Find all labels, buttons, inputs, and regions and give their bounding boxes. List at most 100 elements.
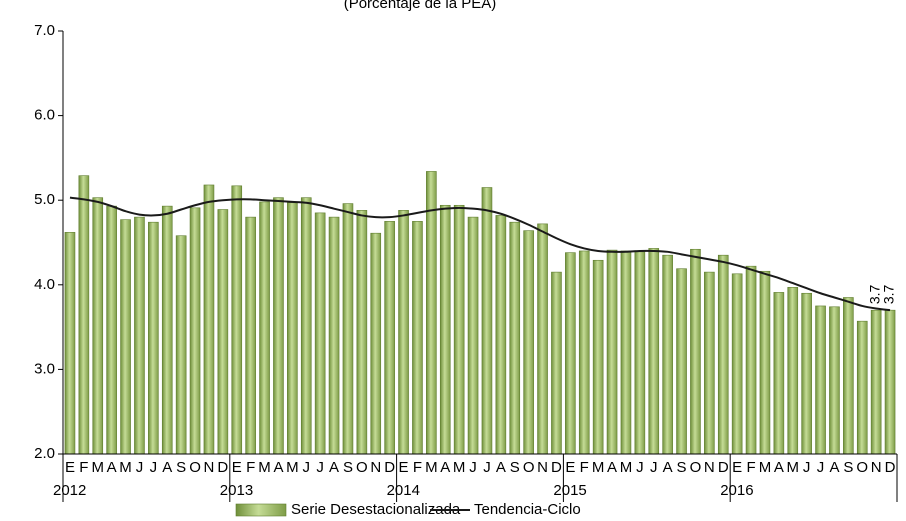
y-tick-label: 6.0 — [34, 107, 55, 124]
bar — [509, 221, 521, 455]
x-tick-label: E — [232, 459, 242, 476]
bar — [398, 210, 409, 455]
x-tick-label: A — [829, 459, 839, 476]
x-tick-label: S — [843, 459, 853, 476]
chart-title: (Porcentaje de la PEA) — [344, 0, 497, 12]
x-tick-label: M — [286, 459, 299, 476]
bar — [92, 197, 104, 455]
x-tick-label: N — [871, 459, 882, 476]
bar — [884, 309, 896, 455]
x-tick-label: F — [746, 459, 755, 476]
x-tick-label: E — [65, 459, 75, 476]
bar — [829, 306, 840, 455]
bar — [300, 197, 312, 455]
bar — [231, 185, 243, 455]
bar — [217, 209, 229, 455]
bar — [273, 197, 284, 455]
bar — [64, 232, 76, 455]
x-tick-label: F — [246, 459, 255, 476]
x-tick-label: A — [774, 459, 784, 476]
bar — [175, 235, 187, 455]
bar — [870, 309, 882, 455]
y-tick-label: 5.0 — [34, 191, 55, 208]
bar — [314, 212, 326, 455]
bar — [439, 204, 451, 455]
x-tick-label: D — [718, 459, 729, 476]
x-tick-label: J — [636, 459, 644, 476]
y-tick-label: 3.0 — [34, 360, 55, 377]
x-tick-label: J — [316, 459, 324, 476]
bar — [787, 287, 799, 455]
bar — [578, 250, 590, 455]
bar — [78, 175, 90, 455]
bar — [717, 254, 729, 455]
x-tick-label: D — [217, 459, 228, 476]
x-tick-label: M — [119, 459, 132, 476]
x-tick-label: D — [551, 459, 562, 476]
x-tick-label: J — [469, 459, 477, 476]
bar — [801, 292, 812, 455]
bar — [453, 204, 465, 455]
trend-line — [69, 196, 891, 312]
x-tick-label: A — [607, 459, 617, 476]
x-tick-label: A — [663, 459, 673, 476]
x-tick-label: D — [384, 459, 395, 476]
bar — [356, 210, 368, 455]
bar — [342, 203, 354, 455]
year-label: 2012 — [53, 482, 86, 499]
data-label: 3.7 — [867, 285, 883, 305]
bar — [592, 259, 604, 455]
bar — [537, 223, 548, 455]
x-tick-label: N — [537, 459, 548, 476]
x-tick-label: J — [136, 459, 144, 476]
bar — [856, 320, 868, 455]
y-tick-label: 4.0 — [34, 276, 55, 293]
x-tick-label: A — [440, 459, 450, 476]
x-tick-label: M — [92, 459, 105, 476]
x-tick-label: O — [690, 459, 702, 476]
x-tick-label: O — [189, 459, 201, 476]
bar — [634, 251, 646, 455]
y-tick-label: 7.0 — [34, 22, 55, 39]
year-label: 2016 — [720, 482, 753, 499]
bar — [565, 252, 576, 455]
bar — [328, 216, 340, 455]
x-tick-label: M — [787, 459, 800, 476]
bar — [843, 297, 854, 455]
x-tick-label: E — [399, 459, 409, 476]
x-tick-label: E — [565, 459, 575, 476]
x-tick-label: F — [580, 459, 589, 476]
bar — [620, 250, 632, 455]
x-tick-label: J — [483, 459, 491, 476]
bar — [815, 305, 826, 455]
bar — [370, 232, 382, 455]
x-tick-label: N — [370, 459, 381, 476]
x-tick-label: A — [107, 459, 117, 476]
bar — [704, 271, 715, 455]
x-tick-label: O — [523, 459, 535, 476]
bar — [259, 201, 270, 455]
x-tick-label: E — [732, 459, 742, 476]
bar — [161, 205, 173, 455]
bar — [551, 271, 562, 455]
x-tick-label: S — [343, 459, 353, 476]
x-tick-label: J — [803, 459, 811, 476]
x-tick-label: J — [817, 459, 825, 476]
x-tick-label: M — [258, 459, 271, 476]
bar — [731, 273, 743, 455]
legend-swatch — [235, 503, 287, 517]
year-label: 2013 — [220, 482, 253, 499]
x-tick-label: D — [885, 459, 896, 476]
legend-label: Tendencia-Ciclo — [474, 501, 581, 518]
bar — [676, 268, 687, 455]
bar — [481, 187, 493, 455]
x-tick-label: S — [677, 459, 687, 476]
bar — [134, 216, 145, 455]
y-tick-label: 2.0 — [34, 445, 55, 462]
year-label: 2015 — [553, 482, 586, 499]
x-tick-label: F — [413, 459, 422, 476]
bar — [523, 230, 534, 455]
x-tick-label: S — [176, 459, 186, 476]
bar — [106, 205, 117, 455]
